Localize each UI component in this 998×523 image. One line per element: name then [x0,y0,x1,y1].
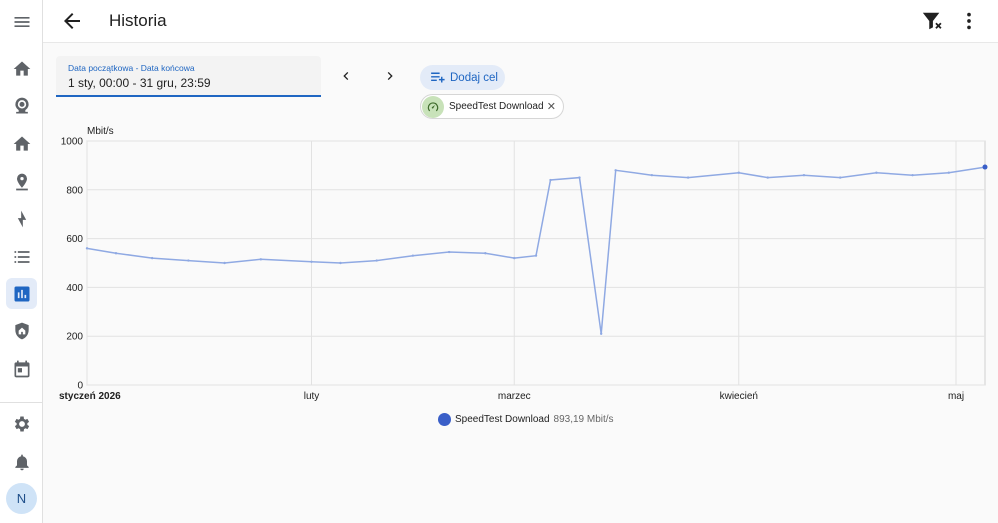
dots-vertical-icon[interactable] [958,10,980,32]
add-target-label: Dodaj cel [450,71,498,84]
y-tick-label: 0 [77,381,83,392]
x-tick-label: luty [304,391,320,402]
chart-legend[interactable]: SpeedTest Download 893,19 Mbit/s [438,413,614,426]
series-point [447,250,451,254]
y-tick-label: 600 [66,234,83,245]
map-marker-icon[interactable] [6,166,37,197]
series-point [534,254,538,257]
series-point [223,261,226,265]
home-icon[interactable] [6,128,37,159]
series-point [599,332,603,335]
chevron-right-icon[interactable] [382,68,398,84]
sidebar: N [0,0,43,523]
history-chart: 0 200 400 600 800 1000 styczeń 2026 luty marzec k… [59,137,988,402]
date-range-value: 1 sty, 00:00 - 31 gru, 23:59 [68,76,211,90]
legend-series-value: 893,19 Mbit/s [553,414,614,425]
date-range-label: Data początkowa - Data końcowa [68,63,195,73]
filter-remove-icon[interactable] [921,10,943,32]
arrow-left-icon[interactable] [60,9,84,33]
series-point [686,176,690,179]
settings-icon[interactable] [6,408,37,439]
y-tick-label: 800 [66,185,83,196]
series-point [650,173,654,177]
top-bar: Historia [43,0,998,43]
add-target-button[interactable]: Dodaj cel [420,65,505,90]
legend-series-name: SpeedTest Download [455,414,550,425]
series-point [838,176,842,179]
avatar-initial: N [16,491,27,506]
home-icon[interactable] [6,53,37,84]
series-point [187,259,190,262]
webcam-icon[interactable] [6,90,37,121]
page-title: Historia [109,11,167,30]
date-range-picker[interactable]: Data początkowa - Data końcowa 1 sty, 00… [56,56,321,97]
menu-icon[interactable] [6,6,37,37]
playlist-plus-icon [431,72,445,83]
calendar-icon[interactable] [6,353,37,384]
series-point [911,173,914,177]
lightning-icon[interactable] [6,203,37,234]
format-list-icon[interactable] [6,241,37,272]
x-tick-label: styczeń 2026 [59,391,121,402]
series-point [310,260,313,263]
speedometer-icon [422,96,444,118]
sidebar-divider [0,402,43,403]
series-point [411,254,415,257]
chevron-left-icon[interactable] [338,68,354,84]
series-point [513,256,516,260]
y-tick-label: 200 [66,332,83,343]
series-point [150,256,154,260]
x-tick-label: kwiecień [720,391,758,402]
series-point [802,173,806,177]
chart-box-icon[interactable] [6,278,37,309]
series-point [578,176,581,179]
series-line-0 [86,166,986,334]
x-tick-label: maj [948,391,964,402]
series-point [614,169,617,172]
series-point [737,171,740,174]
x-tick-label: marzec [498,391,531,402]
series-point [947,171,950,174]
close-icon[interactable]: ✕ [546,101,556,113]
shield-home-icon[interactable] [6,315,37,346]
series-point [549,178,552,182]
series-point [259,258,263,261]
avatar[interactable]: N [6,483,37,514]
target-chip[interactable]: SpeedTest Download ✕ [420,94,564,119]
series-point [114,252,118,255]
series-point [339,261,342,265]
bell-icon[interactable] [6,446,37,477]
y-tick-label: 1000 [61,137,84,148]
y-tick-label: 400 [66,283,83,294]
series-point [375,259,378,262]
target-chip-label: SpeedTest Download [449,101,544,112]
series-point [982,164,988,170]
series-point [484,252,487,255]
series-point [766,176,769,179]
series-point [85,247,89,250]
y-axis-unit: Mbit/s [87,126,114,137]
legend-dot [438,413,451,426]
series-point [875,171,878,174]
